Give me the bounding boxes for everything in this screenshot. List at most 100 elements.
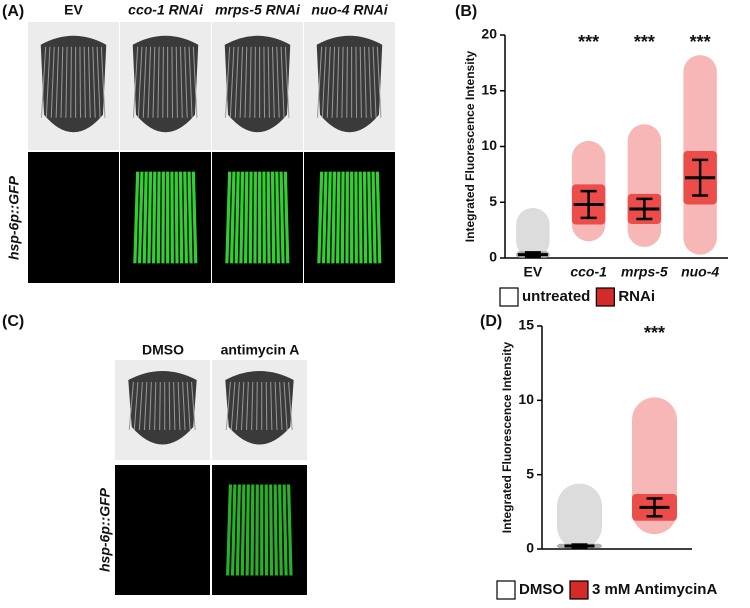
worm	[159, 381, 161, 431]
worm	[282, 484, 288, 576]
worm	[179, 46, 183, 118]
worm	[245, 484, 250, 576]
worm	[246, 381, 249, 431]
row-label: hsp-6p::GFP	[97, 487, 113, 572]
worm	[147, 46, 152, 118]
point-cloud	[627, 124, 662, 247]
worm	[321, 46, 327, 118]
y-axis-label: Integrated Fluorescence Intensity	[500, 341, 514, 533]
y-tick-label: 0	[526, 540, 534, 556]
legend-swatch	[569, 580, 589, 600]
worm-bundle	[316, 35, 383, 133]
worm	[317, 171, 324, 264]
worm	[234, 46, 239, 118]
column-label: mrps-5 RNAi	[215, 2, 301, 18]
worm	[226, 484, 233, 576]
worm	[55, 46, 60, 118]
column-label: antimycin A	[221, 342, 300, 358]
worm	[151, 171, 157, 264]
panel-label: (B)	[455, 3, 477, 20]
worm	[50, 46, 55, 118]
worm	[274, 381, 278, 431]
worm	[157, 46, 160, 118]
worm	[371, 171, 377, 264]
y-tick-label: 10	[481, 137, 497, 153]
worm	[230, 381, 236, 431]
worm	[152, 46, 156, 118]
worm	[133, 381, 139, 431]
point-cloud	[557, 483, 602, 549]
worm	[171, 46, 174, 118]
worm	[286, 484, 293, 576]
worm	[326, 46, 331, 118]
worm	[149, 381, 152, 431]
column-label: nuo-4 RNAi	[311, 2, 388, 18]
worm	[284, 46, 290, 118]
worm	[137, 171, 144, 264]
legend-label: 3 mM AntimycinA	[592, 581, 717, 598]
column-label: EV	[64, 2, 83, 18]
worm	[133, 171, 140, 264]
worm	[275, 171, 280, 264]
worm	[368, 46, 372, 118]
worm	[335, 171, 341, 264]
worm	[92, 46, 96, 118]
worm	[240, 484, 246, 576]
worm	[234, 171, 240, 264]
worm	[184, 46, 188, 118]
worm	[183, 171, 188, 264]
worm	[362, 171, 368, 264]
worm	[229, 171, 236, 264]
significance: ***	[578, 32, 599, 52]
worm	[243, 171, 249, 264]
worm	[248, 171, 253, 264]
worm	[142, 46, 147, 118]
column-label: cco-1 RNAi	[128, 2, 204, 18]
worm	[279, 171, 285, 264]
worm	[283, 171, 290, 264]
worm	[271, 46, 275, 118]
worm-bundle	[128, 371, 197, 445]
worm	[276, 46, 280, 118]
worm	[70, 46, 72, 118]
worm	[186, 381, 191, 431]
worm	[269, 484, 274, 576]
worm	[358, 171, 363, 264]
worm	[45, 46, 51, 118]
worm-bundle	[132, 35, 199, 133]
worm	[143, 381, 148, 431]
significance: ***	[634, 32, 655, 52]
worm	[244, 46, 248, 118]
worm	[132, 46, 139, 118]
worm	[191, 171, 198, 264]
worm	[270, 381, 273, 431]
worm	[229, 46, 235, 118]
worm	[191, 381, 196, 431]
worm	[375, 171, 382, 264]
worm	[177, 381, 181, 431]
worm	[225, 381, 231, 431]
worm	[137, 46, 143, 118]
worm	[250, 484, 255, 576]
worm	[363, 46, 367, 118]
worm	[40, 46, 47, 118]
worm	[283, 381, 288, 431]
point-cloud	[516, 207, 550, 258]
panel-label: (C)	[2, 313, 24, 330]
worm	[182, 381, 186, 431]
worm	[279, 381, 283, 431]
worm	[83, 46, 86, 118]
worm	[341, 46, 344, 118]
worm	[278, 484, 283, 576]
worm	[251, 381, 254, 431]
worm	[128, 381, 134, 431]
y-axis-label: Integrated Fluorescence Intensity	[463, 50, 477, 242]
image-bg	[212, 465, 307, 595]
y-tick-label: 10	[518, 391, 534, 407]
worm	[168, 381, 171, 431]
worm	[321, 171, 328, 264]
worm	[100, 46, 106, 118]
y-tick-label: 20	[481, 26, 497, 42]
legend-label: DMSO	[519, 581, 564, 598]
